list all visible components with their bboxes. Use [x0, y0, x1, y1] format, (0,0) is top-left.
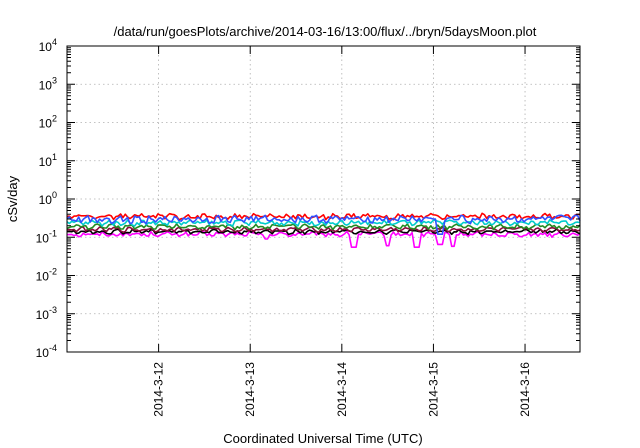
y-tick-label: 103 [39, 75, 57, 92]
series-line [66, 223, 581, 231]
x-tick-label: 2014-3-16 [518, 362, 532, 417]
x-tick-label: 2014-3-12 [152, 362, 166, 417]
y-tick-label: 104 [39, 37, 57, 54]
y-tick-label: 101 [39, 152, 57, 169]
series-line [66, 214, 581, 235]
x-tick-label: 2014-3-14 [335, 362, 349, 417]
grid [67, 45, 580, 353]
series-line [66, 219, 581, 227]
x-tick-label: 2014-3-13 [243, 362, 257, 417]
y-tick-label: 10-4 [36, 343, 57, 360]
series-line [66, 212, 580, 221]
series-layer [66, 212, 581, 248]
y-tick-label: 10-3 [36, 305, 57, 322]
x-axis-label: Coordinated Universal Time (UTC) [223, 431, 422, 446]
ticks: 10-4 10-3 10-2 10-1 100 101 102 103 104 2014-3-12… [36, 37, 580, 417]
series-line [67, 230, 581, 248]
y-tick-label: 10-1 [36, 228, 57, 245]
y-tick-label: 10-2 [36, 267, 57, 284]
chart-title: /data/run/goesPlots/archive/2014-03-16/1… [114, 24, 537, 39]
y-axis-label: cSv/day [5, 175, 20, 222]
y-tick-label: 100 [39, 190, 57, 207]
y-tick-label: 102 [39, 114, 57, 131]
x-tick-label: 2014-3-15 [426, 362, 440, 417]
